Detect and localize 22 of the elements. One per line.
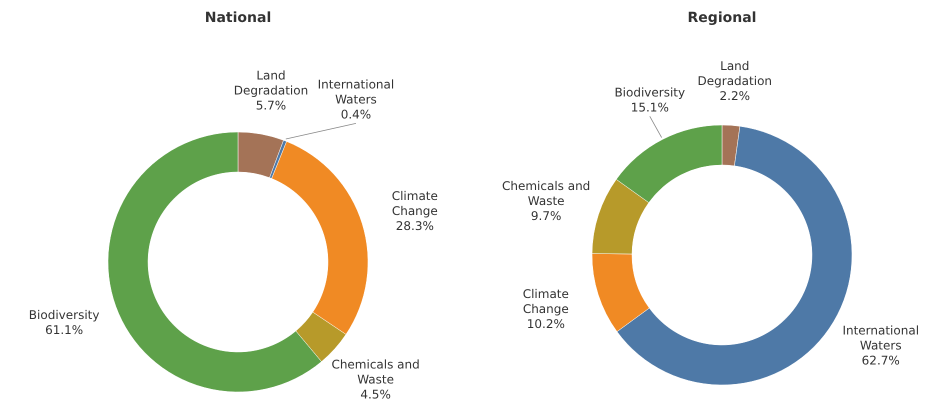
data-label: 62.7% <box>862 353 900 368</box>
data-label: 61.1% <box>45 322 84 337</box>
data-label: 10.2% <box>526 316 565 331</box>
chart-title: Regional <box>688 10 756 26</box>
slice-label: Biodiversity <box>28 308 100 322</box>
data-label: 9.7% <box>530 209 562 224</box>
slice-label: Climate Change <box>522 286 569 316</box>
data-label: 15.1% <box>630 100 669 114</box>
slice-label: Climate Change <box>392 189 438 218</box>
slice-label: Land Degradation <box>698 58 772 88</box>
data-label: 0.4% <box>340 107 372 122</box>
slice-label: Biodiversity <box>614 85 686 100</box>
data-label: 28.3% <box>396 219 434 234</box>
slice-label: Chemicals and Waste <box>331 357 420 386</box>
slice-label: International Waters <box>318 77 394 106</box>
slice-label: International Waters <box>842 323 920 352</box>
slice-label: Chemicals and Waste <box>502 179 590 208</box>
slice-label: Land Degradation <box>234 68 308 98</box>
chart-title: National <box>204 10 272 26</box>
data-label: 5.7% <box>256 98 286 112</box>
data-label: 2.2% <box>720 88 750 103</box>
data-label: 4.5% <box>360 387 391 402</box>
